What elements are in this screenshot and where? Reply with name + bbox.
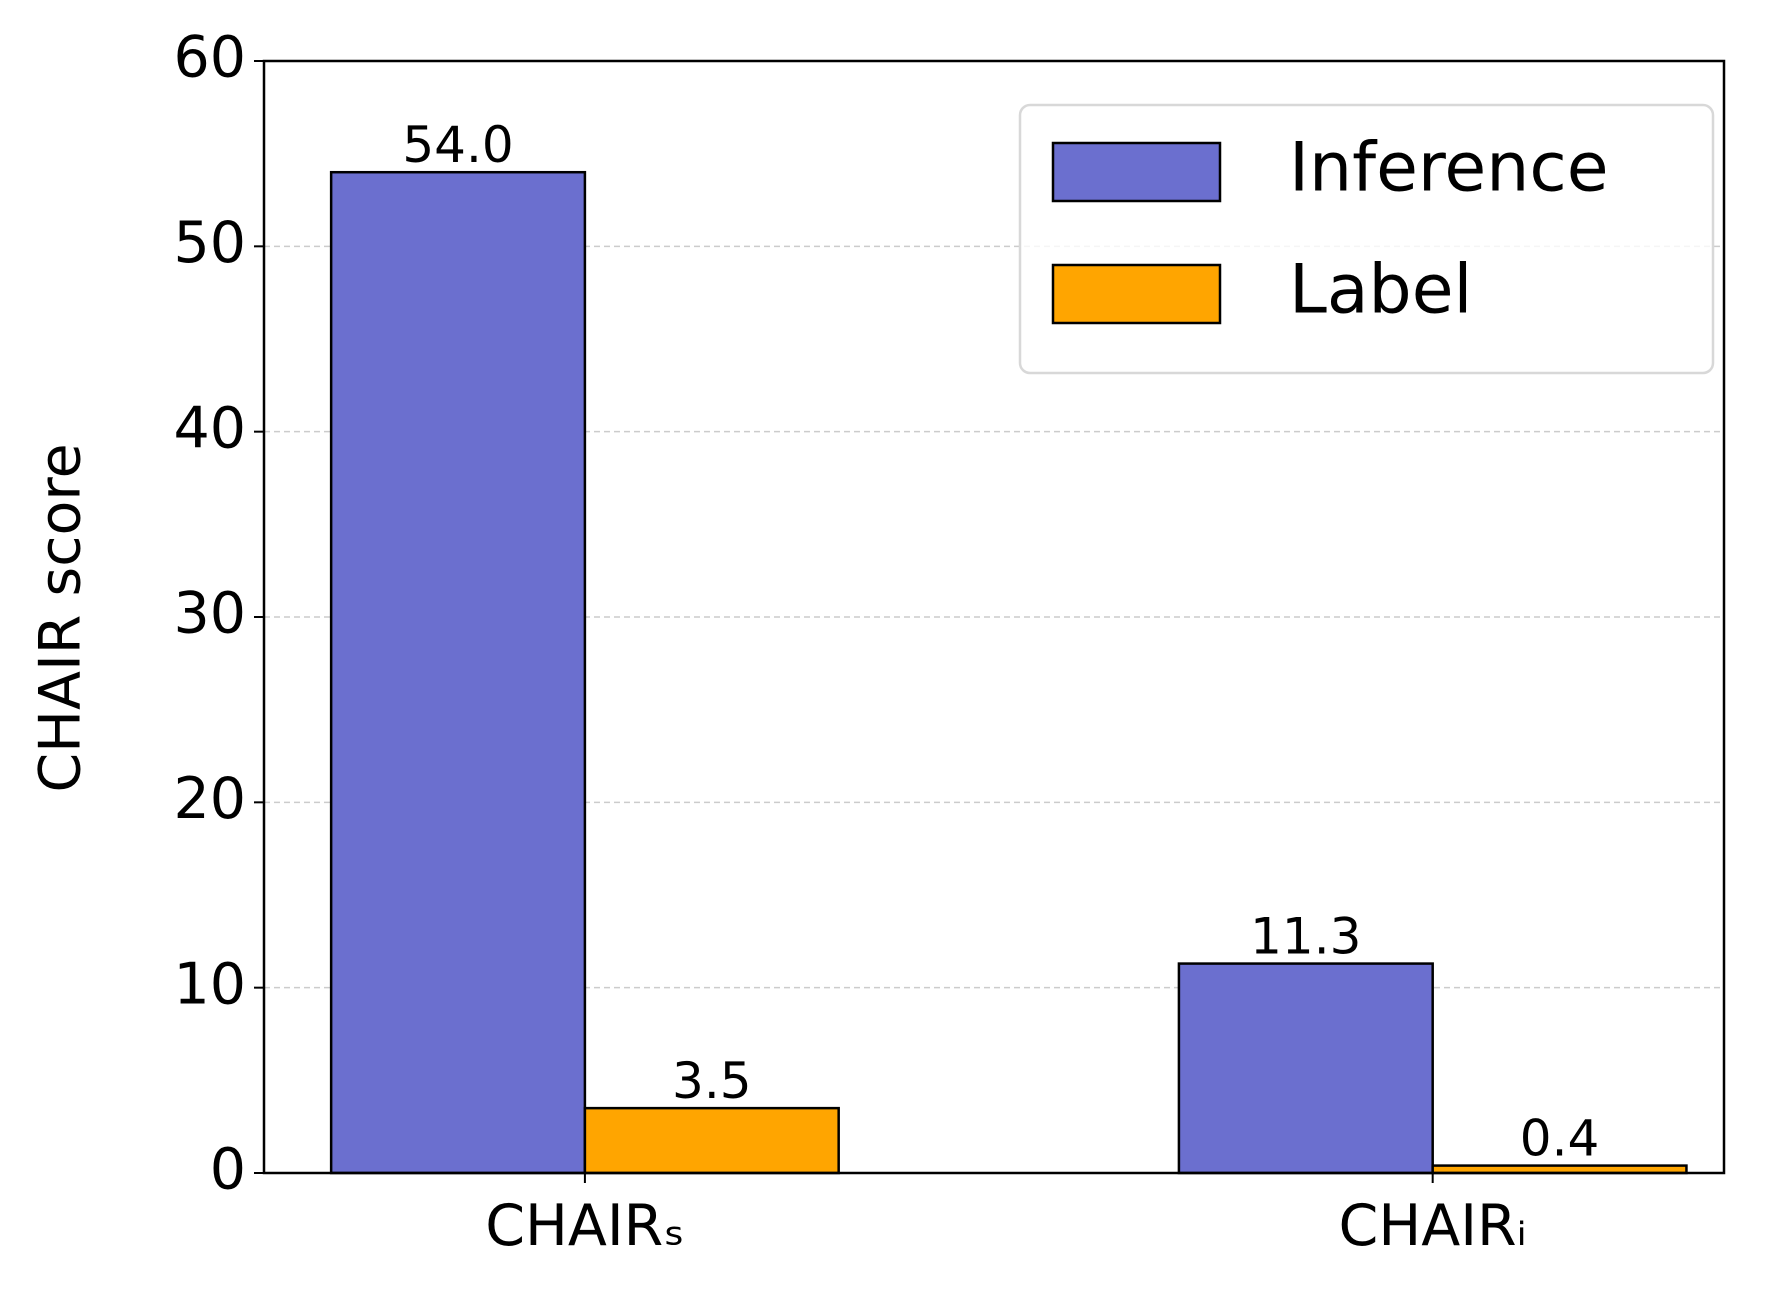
legend-swatch bbox=[1051, 263, 1222, 325]
y-tick-label: 50 bbox=[173, 210, 246, 276]
y-tick-label: 30 bbox=[173, 581, 246, 647]
bar bbox=[1177, 962, 1434, 1175]
x-tick-label: CHAIRₛ bbox=[485, 1193, 684, 1259]
plot-frame bbox=[262, 59, 1726, 1175]
value-label: 11.3 bbox=[1250, 908, 1361, 966]
x-tick-label: CHAIRᵢ bbox=[1339, 1193, 1527, 1259]
legend-swatch bbox=[1051, 141, 1222, 203]
value-label: 3.5 bbox=[672, 1052, 752, 1110]
bar bbox=[329, 170, 587, 1175]
y-tick-label: 60 bbox=[173, 25, 246, 91]
legend-label: Inference bbox=[1289, 129, 1609, 208]
y-tick-label: 40 bbox=[173, 395, 246, 461]
legend-label: Label bbox=[1289, 251, 1472, 330]
bar bbox=[583, 1106, 840, 1175]
value-label: 0.4 bbox=[1520, 1110, 1600, 1168]
y-axis-label: CHAIR score bbox=[28, 443, 94, 792]
y-tick-label: 0 bbox=[210, 1137, 246, 1203]
y-tick-label: 10 bbox=[173, 951, 246, 1017]
y-tick-label: 20 bbox=[173, 766, 246, 832]
value-label: 54.0 bbox=[402, 116, 513, 174]
